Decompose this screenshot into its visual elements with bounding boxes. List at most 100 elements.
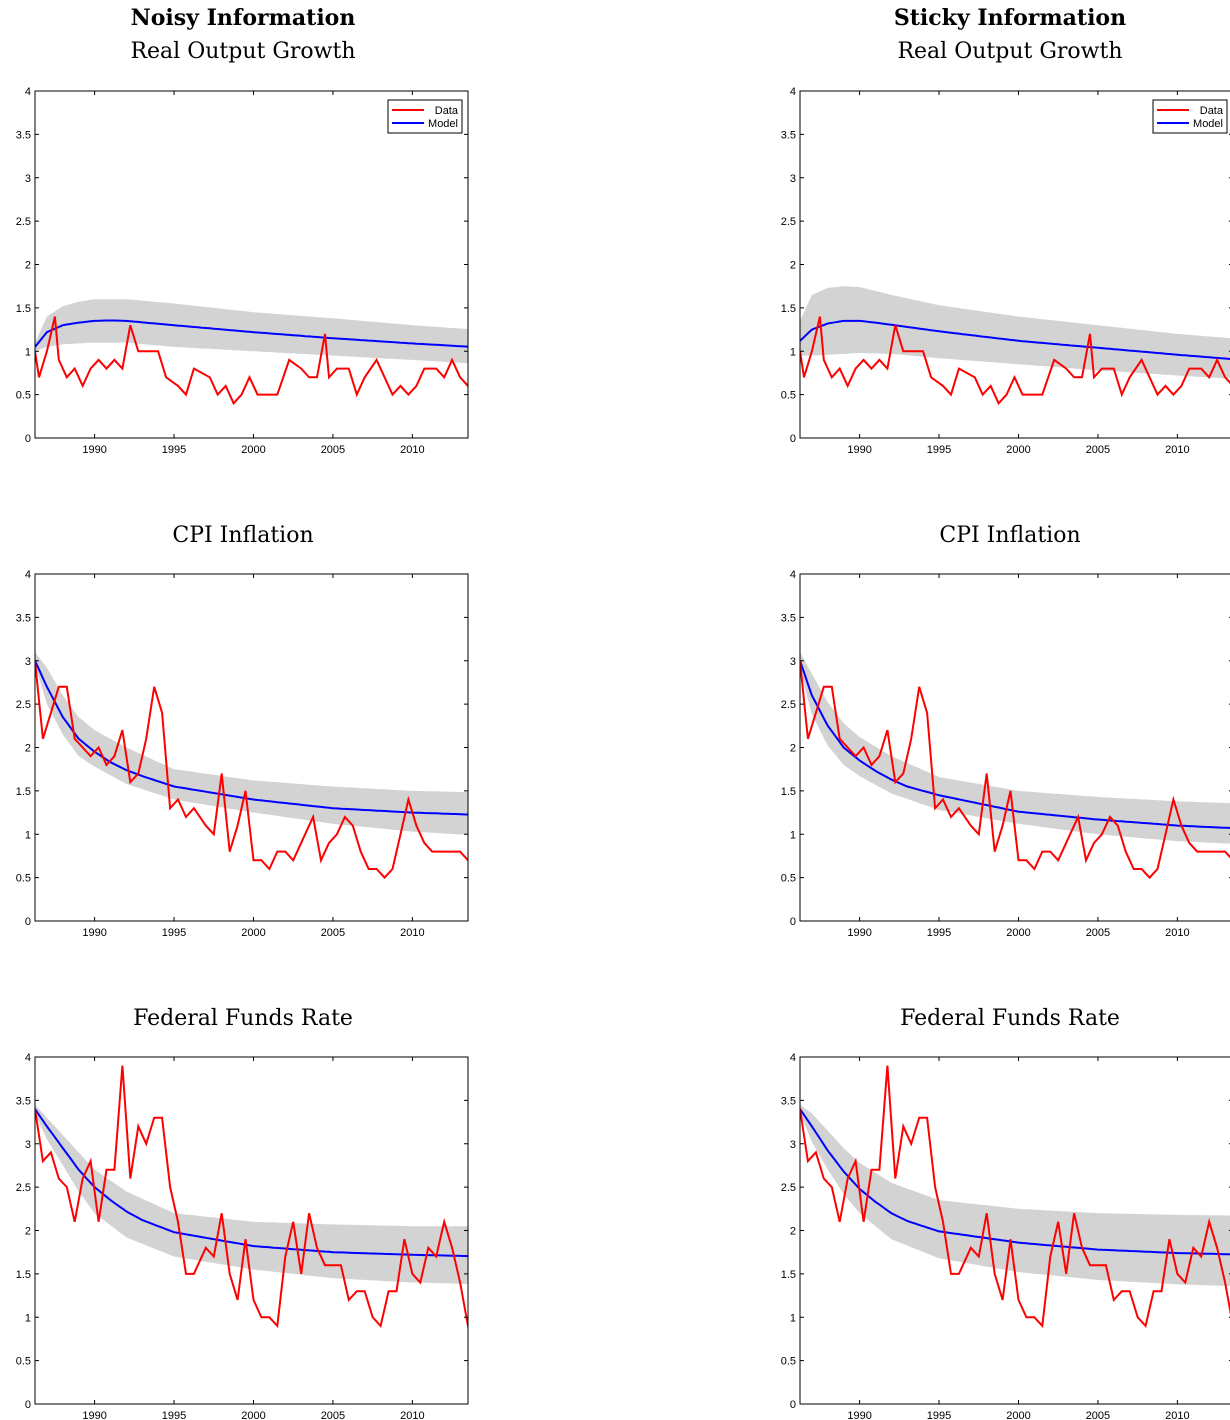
panel-title: Real Output Growth bbox=[897, 39, 1122, 64]
y-tick-label: 1.5 bbox=[16, 303, 31, 315]
y-tick-label: 0 bbox=[25, 1399, 31, 1411]
y-tick-label: 3.5 bbox=[16, 612, 31, 624]
x-tick-label: 1990 bbox=[82, 1410, 106, 1420]
y-tick-label: 1.5 bbox=[781, 786, 796, 798]
x-tick-label: 2010 bbox=[400, 927, 424, 939]
x-tick-label: 2010 bbox=[400, 1410, 424, 1420]
y-tick-label: 1.5 bbox=[16, 786, 31, 798]
x-tick-label: 2005 bbox=[321, 927, 345, 939]
y-tick-label: 3.5 bbox=[781, 129, 796, 141]
panel-noisy-information-cpi-inflation: CPI Inflation 0 0.5 1 1.5 2 2.5 3 3.5 4 1990 1995 20… bbox=[16, 523, 469, 939]
x-tick-label: 2000 bbox=[241, 444, 265, 456]
y-tick-label: 1.5 bbox=[781, 1269, 796, 1281]
y-tick-label: 4 bbox=[25, 569, 31, 581]
y-tick-label: 4 bbox=[790, 86, 796, 98]
y-tick-label: 1 bbox=[25, 829, 31, 841]
x-tick-label: 2005 bbox=[1086, 444, 1110, 456]
y-tick-label: 1.5 bbox=[781, 303, 796, 315]
y-tick-label: 2.5 bbox=[781, 1182, 796, 1194]
y-tick-label: 2 bbox=[790, 1226, 796, 1238]
y-tick-label: 0.5 bbox=[781, 873, 796, 885]
y-tick-label: 2 bbox=[25, 1226, 31, 1238]
y-tick-label: 0.5 bbox=[781, 1356, 796, 1368]
panel-title: Federal Funds Rate bbox=[900, 1006, 1120, 1031]
panel-sticky-information-cpi-inflation: CPI Inflation 0 0.5 1 1.5 2 2.5 3 3.5 4 1990 1995 20… bbox=[781, 523, 1230, 939]
data-line bbox=[800, 316, 1230, 406]
y-tick-label: 0.5 bbox=[16, 1356, 31, 1368]
y-tick-label: 3 bbox=[790, 656, 796, 668]
y-tick-label: 2.5 bbox=[16, 699, 31, 711]
confidence-band bbox=[800, 1104, 1230, 1287]
panel-noisy-information-real-output-growth: Real Output Growth 0 0.5 1 1.5 2 2.5 3 3.5 4 1990 1… bbox=[16, 39, 469, 456]
model-line bbox=[35, 319, 468, 348]
y-tick-label: 4 bbox=[25, 1052, 31, 1064]
y-tick-label: 3 bbox=[25, 656, 31, 668]
panel-noisy-information-federal-funds-rate: Federal Funds Rate 0 0.5 1 1.5 2 2.5 3 3.5 4 1990 1… bbox=[16, 1006, 469, 1420]
x-tick-label: 2010 bbox=[1165, 444, 1189, 456]
y-tick-label: 3 bbox=[790, 173, 796, 185]
data-line bbox=[800, 1065, 1230, 1329]
x-tick-label: 1990 bbox=[847, 1410, 871, 1420]
y-tick-label: 2 bbox=[790, 743, 796, 755]
data-line bbox=[35, 316, 468, 406]
y-tick-label: 3.5 bbox=[16, 129, 31, 141]
data-line bbox=[35, 660, 468, 880]
x-tick-label: 2000 bbox=[1006, 927, 1030, 939]
x-tick-label: 2010 bbox=[400, 444, 424, 456]
legend-label-model: Model bbox=[428, 118, 458, 130]
legend-box bbox=[1152, 99, 1228, 134]
x-tick-label: 1995 bbox=[927, 444, 951, 456]
column-title-noisy: Noisy Information bbox=[131, 5, 356, 31]
x-tick-label: 1995 bbox=[162, 1410, 186, 1420]
model-line bbox=[800, 1108, 1230, 1256]
panel-title: Federal Funds Rate bbox=[133, 1006, 353, 1031]
confidence-band bbox=[35, 299, 468, 364]
y-tick-label: 0 bbox=[790, 1399, 796, 1411]
y-tick-label: 3 bbox=[25, 173, 31, 185]
y-tick-label: 2.5 bbox=[16, 216, 31, 228]
x-tick-label: 2005 bbox=[321, 1410, 345, 1420]
legend-label-model: Model bbox=[1193, 118, 1223, 130]
confidence-band bbox=[35, 652, 468, 835]
legend-box bbox=[387, 99, 463, 134]
panels: Real Output Growth 0 0.5 1 1.5 2 2.5 3 3.5 4 1990 1… bbox=[16, 39, 1230, 1420]
data-line bbox=[800, 660, 1230, 880]
x-tick-label: 2005 bbox=[1086, 1410, 1110, 1420]
y-tick-label: 1 bbox=[25, 346, 31, 358]
y-tick-label: 1.5 bbox=[16, 1269, 31, 1281]
y-tick-label: 1 bbox=[25, 1312, 31, 1324]
y-tick-label: 0.5 bbox=[16, 390, 31, 402]
plot-area bbox=[800, 1065, 1230, 1329]
y-tick-label: 3.5 bbox=[781, 1095, 796, 1107]
x-tick-label: 1990 bbox=[82, 444, 106, 456]
x-tick-label: 2000 bbox=[1006, 1410, 1030, 1420]
y-tick-label: 0 bbox=[25, 916, 31, 928]
data-line bbox=[35, 1065, 468, 1329]
y-tick-label: 2.5 bbox=[781, 216, 796, 228]
x-tick-label: 1995 bbox=[162, 444, 186, 456]
x-tick-label: 2000 bbox=[241, 927, 265, 939]
column-title-sticky: Sticky Information bbox=[894, 5, 1126, 31]
y-tick-label: 0 bbox=[790, 916, 796, 928]
plot-area bbox=[35, 652, 468, 880]
axes-frame bbox=[34, 90, 469, 439]
y-tick-label: 1 bbox=[790, 1312, 796, 1324]
y-tick-label: 4 bbox=[25, 86, 31, 98]
y-tick-label: 2 bbox=[25, 743, 31, 755]
y-tick-label: 0 bbox=[790, 433, 796, 445]
x-tick-label: 1990 bbox=[847, 444, 871, 456]
model-line bbox=[800, 319, 1230, 360]
y-tick-label: 3 bbox=[25, 1139, 31, 1151]
y-tick-label: 2.5 bbox=[781, 699, 796, 711]
model-line bbox=[800, 660, 1230, 829]
x-tick-label: 2010 bbox=[1165, 1410, 1189, 1420]
plot-area bbox=[35, 1065, 468, 1329]
x-tick-label: 1995 bbox=[927, 1410, 951, 1420]
y-tick-label: 0.5 bbox=[16, 873, 31, 885]
panel-title: Real Output Growth bbox=[130, 39, 355, 64]
plot-area bbox=[800, 652, 1230, 880]
y-tick-label: 2.5 bbox=[16, 1182, 31, 1194]
